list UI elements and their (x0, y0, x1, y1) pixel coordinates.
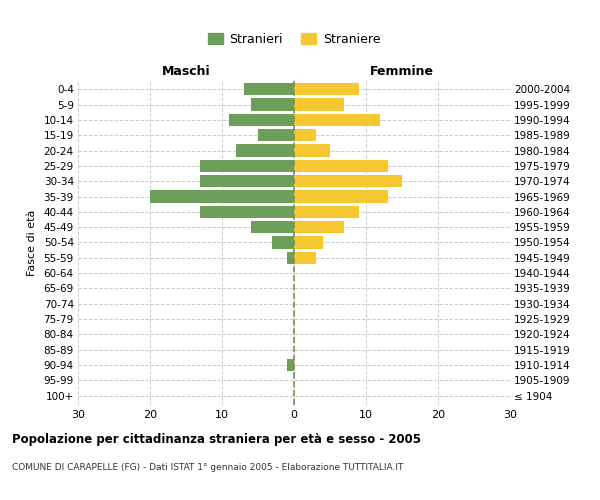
Legend: Stranieri, Straniere: Stranieri, Straniere (203, 28, 385, 50)
Bar (200, 206, 294, 218)
Bar (236, 144, 294, 156)
Bar (294, 160, 388, 172)
Text: COMUNE DI CARAPELLE (FG) - Dati ISTAT 1° gennaio 2005 - Elaborazione TUTTITALIA.: COMUNE DI CARAPELLE (FG) - Dati ISTAT 1°… (12, 462, 403, 471)
Bar (258, 129, 294, 141)
Text: Femmine: Femmine (370, 64, 434, 78)
Bar (294, 83, 359, 96)
Bar (294, 190, 388, 202)
Bar (200, 175, 294, 188)
Bar (294, 206, 359, 218)
Bar (294, 144, 330, 156)
Bar (251, 221, 294, 234)
Bar (294, 221, 344, 234)
Bar (251, 98, 294, 110)
Bar (150, 190, 294, 202)
Text: Maschi: Maschi (161, 64, 211, 78)
Bar (294, 114, 380, 126)
Bar (287, 359, 294, 372)
Bar (294, 98, 344, 110)
Bar (294, 129, 316, 141)
Bar (287, 252, 294, 264)
Bar (294, 236, 323, 248)
Text: Popolazione per cittadinanza straniera per età e sesso - 2005: Popolazione per cittadinanza straniera p… (12, 432, 421, 446)
Bar (272, 236, 294, 248)
Bar (294, 252, 316, 264)
Bar (229, 114, 294, 126)
Bar (244, 83, 294, 96)
Y-axis label: Fasce di età: Fasce di età (26, 210, 37, 276)
Bar (200, 160, 294, 172)
Bar (294, 175, 402, 188)
